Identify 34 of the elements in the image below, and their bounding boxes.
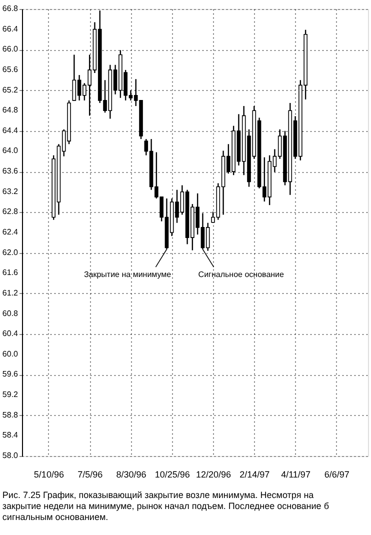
y-tick-label: 61.2	[2, 288, 19, 298]
y-tick-label: 63.6	[2, 166, 19, 176]
y-tick-label: 61.6	[2, 268, 19, 278]
y-tick-label: 58.0	[2, 451, 19, 460]
x-tick-label: 5/10/96	[34, 470, 64, 480]
x-tick-label: 4/11/97	[281, 470, 310, 480]
x-tick-label: 7/5/96	[78, 470, 103, 480]
x-tick-label: 6/6/97	[324, 470, 350, 480]
y-tick-label: 62.4	[2, 228, 19, 236]
y-tick-label: 59.6	[2, 370, 19, 379]
y-tick-label: 63.2	[2, 186, 19, 196]
y-tick-label: 60.8	[2, 308, 19, 318]
x-tick-label: 12/20/96	[196, 470, 232, 480]
annotation: Закрытие на минимуме	[84, 270, 172, 280]
y-tick-label: 65.6	[2, 64, 19, 74]
y-tick-label: 59.2	[2, 390, 19, 400]
y-tick-label: 58.8	[2, 410, 19, 420]
y-tick-label: 60.4	[2, 329, 19, 338]
x-tick-label: 2/14/97	[240, 470, 270, 480]
y-tick-label: 66.8	[2, 4, 19, 13]
y-tick-label: 65.2	[2, 85, 19, 94]
y-tick-label: 60.0	[2, 349, 19, 358]
y-tick-label: 66.0	[2, 44, 19, 54]
y-tick-label: 64.4	[2, 126, 19, 135]
y-tick-label: 58.4	[2, 430, 19, 440]
y-tick-label: 64.0	[2, 146, 19, 156]
x-tick-label: 10/25/96	[154, 470, 190, 480]
y-tick-label: 64.8	[2, 106, 19, 115]
text: Рис. 7.25 График, показывающий закрытие возле минимума. Несмотря на закрытие недели на минимуме, рынок начал подъем. Последнее основание б сигнальным основанием.	[2, 490, 329, 522]
annotation: Сигнальное основание	[198, 270, 285, 280]
y-tick-label: 62.0	[2, 248, 19, 257]
x-tick-label: 8/30/96	[116, 470, 146, 480]
y-tick-label: 62.8	[2, 207, 19, 216]
y-tick-label: 66.4	[2, 24, 19, 34]
